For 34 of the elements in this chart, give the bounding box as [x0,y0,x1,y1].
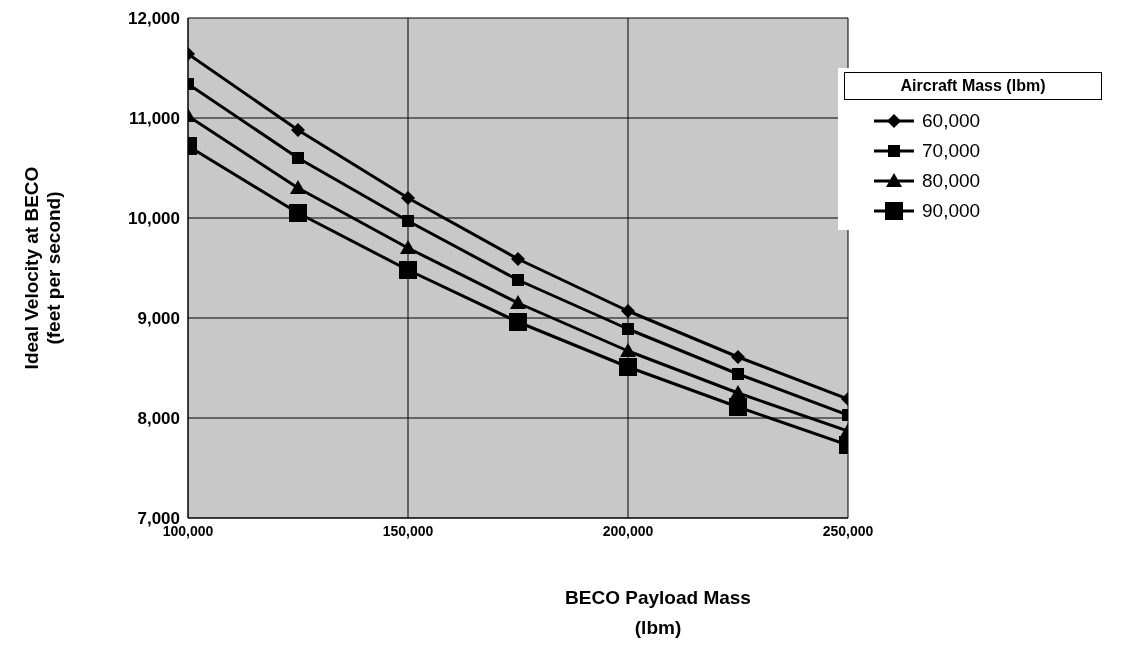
point [732,368,744,380]
point [621,304,635,318]
y-tick-label: 11,000 [128,109,180,129]
point [292,152,304,164]
point [290,180,306,194]
y-tick-label: 8,000 [137,409,180,429]
legend-label: 80,000 [922,170,981,192]
point [619,358,637,376]
x-axis-title: BECO Payload Mass (lbm) [564,586,752,640]
point [509,313,527,331]
legend-title: Aircraft Mass (lbm) [844,72,1102,100]
legend-label: 90,000 [922,200,981,222]
legend-label: 70,000 [922,140,981,162]
point [620,343,636,357]
y-tick-label: 10,000 [128,209,180,229]
x-tick-label: 150,000 [382,522,434,539]
point [400,240,416,254]
point [401,191,415,205]
y-tick-label: 9,000 [137,309,180,329]
point [289,204,307,222]
x-tick-label: 200,000 [602,522,654,539]
point [402,215,414,227]
legend-label: 60,000 [922,110,981,132]
point [622,323,634,335]
point [729,398,747,416]
point [731,350,745,364]
point [512,274,524,286]
point [291,123,305,137]
point [510,295,526,309]
point [399,261,417,279]
y-tick-label: 12,000 [128,9,180,29]
y-axis-title: Ideal Velocity at BECO (feet per second) [21,166,65,370]
x-tick-label: 250,000 [822,522,874,539]
point [511,252,525,266]
